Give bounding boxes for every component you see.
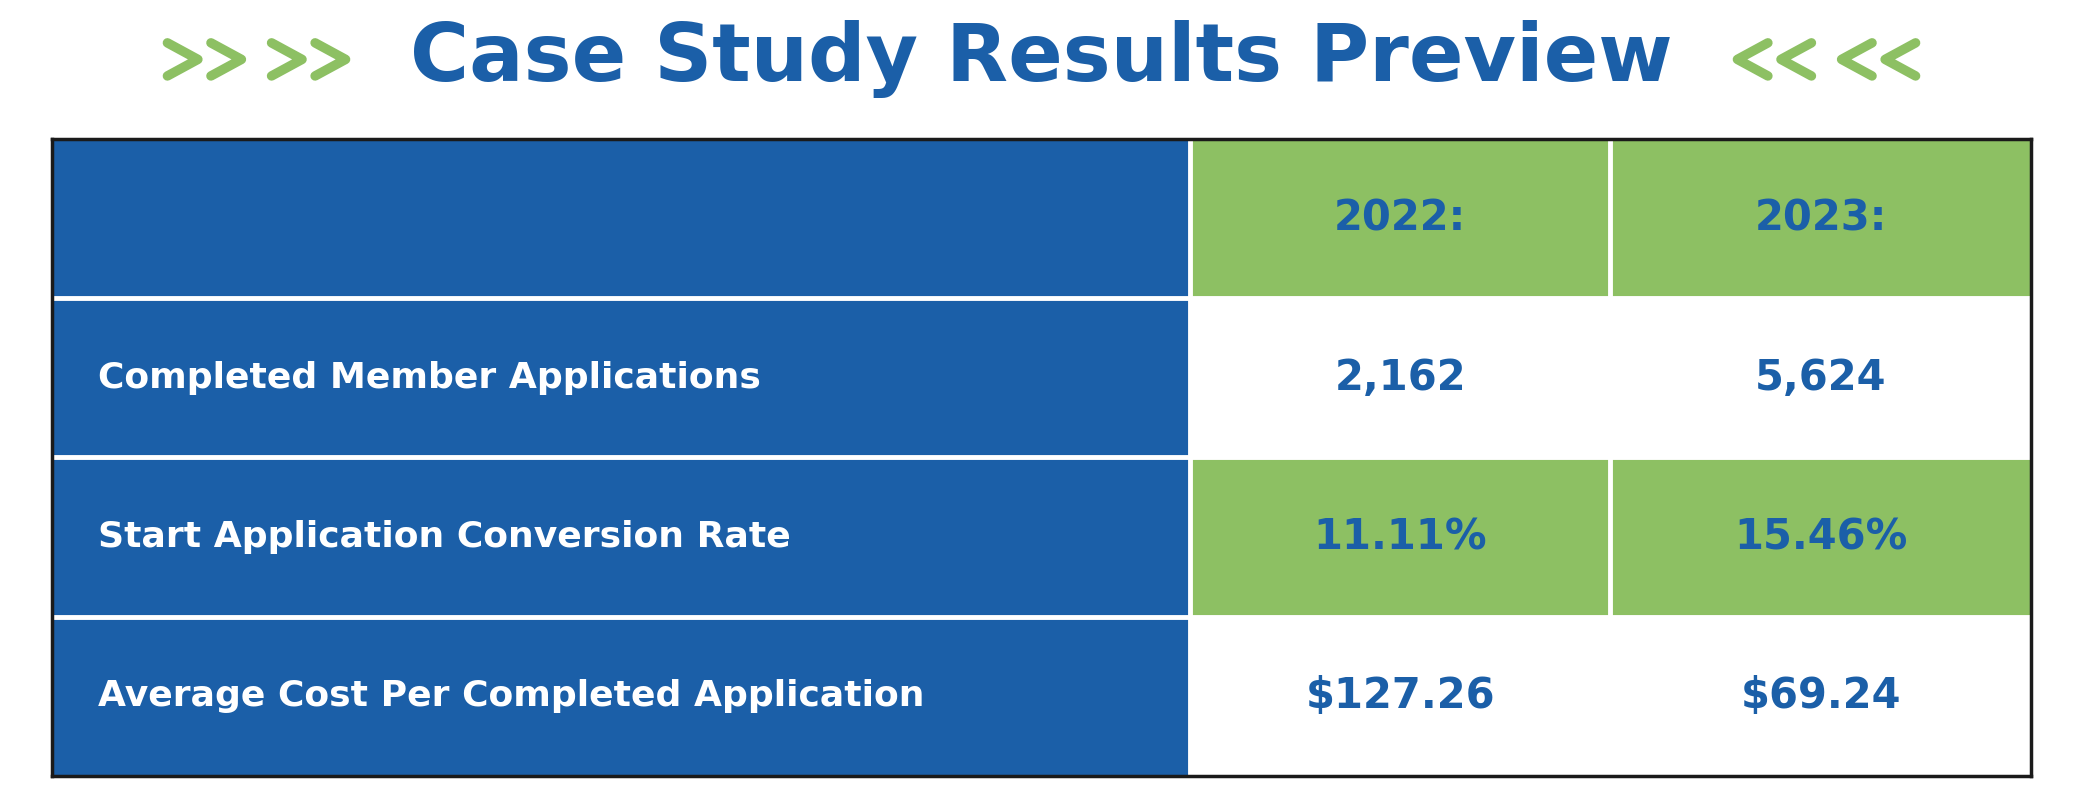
Bar [52,298,1189,457]
Bar [1189,458,1610,617]
Bar [1189,139,1610,298]
Text: 2023:: 2023: [1754,197,1887,239]
Text: 15.46%: 15.46% [1733,516,1908,558]
Bar [52,139,1189,298]
Text: $127.26: $127.26 [1306,676,1496,718]
Bar [52,617,1189,776]
Bar [1610,139,2031,298]
Text: Start Application Conversion Rate: Start Application Conversion Rate [98,520,789,554]
Bar [1610,617,2031,776]
Text: Completed Member Applications: Completed Member Applications [98,360,760,394]
Bar [1610,298,2031,457]
Text: $69.24: $69.24 [1741,676,1902,718]
Text: Case Study Results Preview: Case Study Results Preview [410,21,1673,98]
Text: 11.11%: 11.11% [1314,516,1487,558]
Text: 5,624: 5,624 [1754,356,1887,398]
Text: 2,162: 2,162 [1335,356,1466,398]
Text: 2022:: 2022: [1333,197,1466,239]
Bar [1189,617,1610,776]
Bar [52,458,1189,617]
Text: Average Cost Per Completed Application: Average Cost Per Completed Application [98,680,925,714]
Bar [1189,298,1610,457]
Bar [1610,458,2031,617]
